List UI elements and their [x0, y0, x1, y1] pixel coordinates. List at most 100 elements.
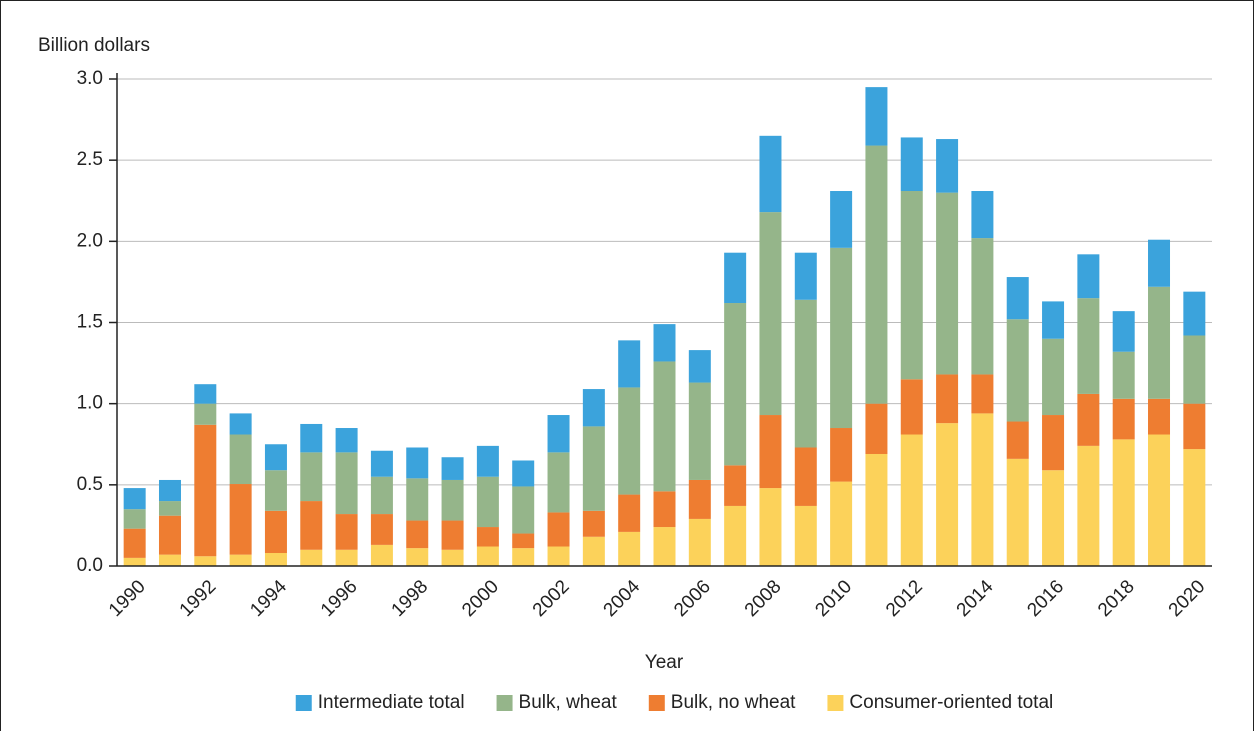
bar-segment — [688, 479, 711, 519]
bar-segment — [1148, 239, 1171, 287]
bar-segment — [1042, 301, 1065, 339]
bar-segment — [724, 252, 747, 304]
bar-segment — [794, 505, 817, 566]
bar-segment — [865, 145, 888, 404]
y-axis-label: Billion dollars — [38, 35, 150, 56]
bar-segment — [370, 450, 393, 477]
bar-segment — [1183, 449, 1206, 566]
bar-segment — [724, 303, 747, 466]
bar-segment — [830, 191, 853, 248]
bar-segment — [547, 415, 570, 453]
bar-segment — [900, 434, 923, 566]
bar-segment — [830, 428, 853, 482]
bar-segment — [547, 546, 570, 566]
bar-segment — [512, 548, 535, 566]
bar-segment — [158, 501, 181, 516]
bar-segment — [123, 509, 146, 529]
bar-segment — [194, 403, 217, 425]
bar-segment — [406, 548, 429, 566]
bar-segment — [406, 478, 429, 521]
bar-segment — [335, 514, 358, 550]
bar-segment — [406, 520, 429, 549]
bar-segment — [724, 505, 747, 566]
bar-segment — [1112, 398, 1135, 440]
y-tick-label: 1.5 — [77, 312, 103, 333]
y-tick-label: 0.5 — [77, 474, 103, 495]
bar-segment — [971, 191, 994, 239]
bar-segment — [971, 374, 994, 414]
bar-segment — [1183, 335, 1206, 404]
bar-segment — [1183, 291, 1206, 336]
bar-segment — [194, 384, 217, 404]
x-axis-label: Year — [645, 652, 684, 673]
x-tick-label: 2018 — [1094, 576, 1139, 621]
bar-segment — [582, 536, 605, 566]
bar-segment — [1006, 277, 1029, 320]
bar-segment — [971, 238, 994, 375]
bar-segment — [123, 557, 146, 566]
bar-segment — [512, 486, 535, 534]
bar-segment — [370, 514, 393, 545]
bar-segment — [936, 374, 959, 424]
legend-swatch — [827, 695, 844, 711]
y-tick-label: 3.0 — [77, 68, 103, 89]
y-tick-label: 1.0 — [77, 393, 103, 414]
bar-segment — [1112, 351, 1135, 399]
bar-segment — [1148, 434, 1171, 566]
bar-segment — [759, 488, 782, 566]
bar-segment — [264, 444, 287, 471]
bar-segment — [900, 379, 923, 435]
bar-segment — [618, 531, 641, 566]
x-tick-label: 2012 — [882, 576, 927, 621]
bar-segment — [264, 510, 287, 554]
bar-segment — [335, 428, 358, 453]
legend-label: Consumer-oriented total — [849, 692, 1053, 713]
bar-segment — [1006, 421, 1029, 459]
bar-segment — [158, 515, 181, 555]
bar-segment — [547, 452, 570, 513]
bar-segment — [441, 479, 464, 521]
y-tick-label: 2.5 — [77, 149, 103, 170]
bar-segment — [1183, 403, 1206, 450]
bar-segment — [194, 424, 217, 557]
bar-segment — [1077, 393, 1100, 446]
bar-segment — [653, 361, 676, 492]
bar-segment — [971, 413, 994, 566]
x-tick-label: 1994 — [246, 576, 291, 621]
bar-segment — [406, 447, 429, 479]
x-tick-label: 2006 — [670, 576, 715, 621]
bar-segment — [441, 457, 464, 480]
bar-segment — [618, 387, 641, 495]
bar-segment — [1077, 254, 1100, 299]
x-tick-label: 2010 — [811, 576, 856, 621]
legend-label: Bulk, no wheat — [671, 692, 796, 713]
bar-segment — [300, 423, 323, 453]
bar-segment — [1112, 311, 1135, 352]
bar-segment — [653, 324, 676, 362]
bar-segment — [618, 340, 641, 388]
bar-segment — [865, 87, 888, 146]
bar-segment — [865, 403, 888, 454]
y-tick-label: 2.0 — [77, 230, 103, 251]
legend-swatch — [648, 695, 665, 711]
x-tick-label: 2002 — [529, 576, 574, 621]
bar-segment — [1148, 286, 1171, 399]
bar-segment — [582, 389, 605, 427]
bar-segment — [1042, 415, 1065, 471]
bar-segment — [688, 518, 711, 566]
bar-segment — [264, 553, 287, 566]
bar-segment — [1077, 445, 1100, 566]
y-tick-label: 0.0 — [77, 555, 103, 576]
bar-segment — [653, 491, 676, 528]
legend-swatch — [496, 695, 513, 711]
bar-segment — [900, 191, 923, 380]
bar-segment — [512, 460, 535, 487]
bar-segment — [123, 488, 146, 510]
bar-segment — [759, 415, 782, 489]
bar-segment — [441, 549, 464, 566]
bar-segment — [865, 453, 888, 566]
bar-segment — [476, 445, 499, 477]
bar-segment — [300, 549, 323, 566]
x-tick-label: 1990 — [105, 576, 150, 621]
bar-segment — [547, 512, 570, 547]
